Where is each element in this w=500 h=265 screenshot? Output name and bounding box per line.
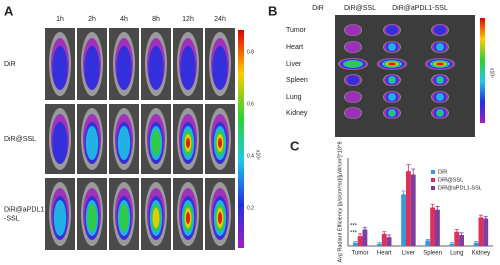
x-tick-label: Heart — [377, 251, 392, 257]
bar — [459, 235, 464, 246]
signal — [436, 62, 444, 66]
bar — [386, 237, 392, 246]
colorbar-label: 0.8 — [247, 49, 254, 55]
time-label: 8h — [152, 16, 160, 23]
x-tick-label: Liver — [402, 251, 415, 257]
signal — [345, 24, 361, 36]
bar — [435, 209, 440, 246]
signal — [347, 75, 359, 85]
signal — [152, 208, 160, 228]
signal — [87, 204, 97, 232]
signal — [436, 93, 444, 101]
bar — [425, 240, 431, 246]
signal — [388, 43, 396, 51]
y-axis-label: Avg Radiant Efficiency [p/s/cm²/sr]/[µW/… — [337, 141, 343, 262]
signal — [52, 122, 68, 164]
signal — [345, 60, 361, 68]
bar — [410, 174, 416, 246]
panel-letter: A — [4, 3, 14, 18]
organ-label: Lung — [286, 94, 302, 101]
legend-swatch — [431, 186, 435, 190]
bar — [473, 242, 479, 246]
signal — [438, 76, 442, 84]
legend-label: DiR — [438, 169, 447, 175]
group-label: DiR — [312, 5, 324, 12]
signal — [388, 62, 396, 66]
panel-letter: C — [290, 138, 300, 153]
organ-label: Tumor — [286, 27, 307, 34]
bar — [478, 217, 484, 246]
colorbar-label: 0.2 — [247, 205, 254, 211]
signal — [390, 76, 394, 84]
signal — [345, 91, 361, 103]
signal — [52, 46, 68, 90]
bar — [454, 231, 460, 246]
bar — [430, 207, 435, 246]
signal — [434, 25, 446, 35]
row-label: DiR@SSL — [4, 136, 36, 143]
signal — [390, 109, 394, 117]
legend-label: DiR@aPDL1-SSL — [438, 185, 482, 191]
colorbar — [238, 30, 244, 248]
time-label: 4h — [120, 16, 128, 23]
signal — [386, 25, 398, 35]
colorbar-label: 0.6 — [247, 101, 254, 107]
signal — [345, 107, 361, 119]
colorbar-unit: x10⁹ — [255, 150, 261, 160]
signal — [388, 93, 396, 101]
signal — [186, 138, 190, 148]
signal — [180, 46, 196, 90]
legend-swatch — [431, 170, 435, 174]
bar — [381, 233, 387, 246]
signal — [436, 43, 444, 51]
signal — [218, 138, 222, 148]
time-label: 1h — [56, 16, 64, 23]
bar — [362, 229, 368, 246]
bar — [352, 242, 358, 246]
row-label: -SSL — [4, 215, 20, 222]
x-tick-label: Tumor — [352, 251, 369, 257]
row-label: DiR@aPDL1 — [4, 206, 44, 213]
signal — [438, 109, 442, 117]
signal — [186, 212, 190, 224]
colorbar — [480, 18, 485, 123]
signal — [117, 126, 131, 160]
x-tick-label: Spleen — [423, 251, 442, 257]
legend-label: DiR@SSL — [438, 177, 463, 183]
organ-label: Liver — [286, 61, 302, 68]
organ-label: Spleen — [286, 77, 308, 84]
signal — [85, 126, 99, 160]
panel-letter: B — [268, 3, 277, 18]
signal — [151, 130, 161, 156]
signal — [148, 46, 164, 90]
signal — [84, 46, 100, 90]
significance: *** — [350, 231, 358, 237]
signal — [345, 41, 361, 53]
bar — [357, 236, 363, 246]
organ-label: Heart — [286, 44, 303, 51]
signal — [212, 46, 228, 90]
bar — [483, 218, 489, 246]
signal — [218, 212, 222, 224]
significance: *** — [350, 224, 358, 230]
time-label: 12h — [182, 16, 194, 23]
legend-swatch — [431, 178, 435, 182]
time-label: 2h — [88, 16, 96, 23]
signal — [116, 46, 132, 90]
colorbar-unit: x10⁸ — [489, 68, 495, 78]
x-tick-label: Kidney — [472, 251, 490, 257]
signal — [53, 200, 67, 236]
organ-label: Kidney — [286, 110, 308, 117]
bar — [401, 194, 406, 246]
colorbar-label: 0.4 — [247, 153, 254, 159]
group-label: DiR@aPDL1-SSL — [392, 5, 448, 12]
group-label: DiR@SSL — [344, 5, 376, 12]
row-label: DiR — [4, 61, 16, 68]
bar — [406, 171, 411, 246]
signal — [119, 204, 129, 232]
x-tick-label: Lung — [450, 251, 463, 257]
time-label: 24h — [214, 16, 226, 23]
